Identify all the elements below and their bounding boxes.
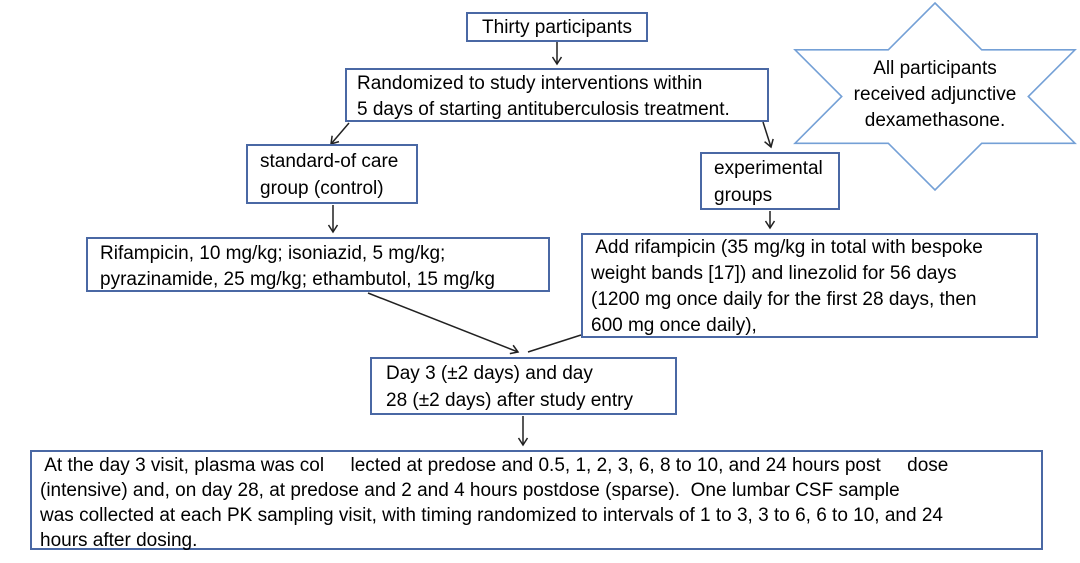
arrow-randomized-to-experimental [762,121,774,149]
pk-visit-schedule-node: Day 3 (±2 days) and day 28 (±2 days) aft… [370,357,677,415]
randomization-node: Randomized to study interventions within… [345,68,769,122]
sampling-details-node: At the day 3 visit, plasma was col lecte… [30,450,1043,551]
experimental-groups-node: experimental groups [700,152,840,210]
arrow-randomized-to-control [330,122,350,146]
connector-control-regimen-to-pk [367,292,520,355]
six-point-star-shape [793,1,1077,192]
participants-node: Thirty participants [466,12,648,42]
control-group-node: standard-of care group (control) [246,144,418,204]
dexamethasone-note: All participants received adjunctive dex… [853,58,1017,131]
connector-experimental-regimen-to-pk [527,334,582,353]
experimental-regimen-node: Add rifampicin (35 mg/kg in total with b… [581,233,1038,338]
control-regimen-node: Rifampicin, 10 mg/kg; isoniazid, 5 mg/kg… [86,237,550,292]
